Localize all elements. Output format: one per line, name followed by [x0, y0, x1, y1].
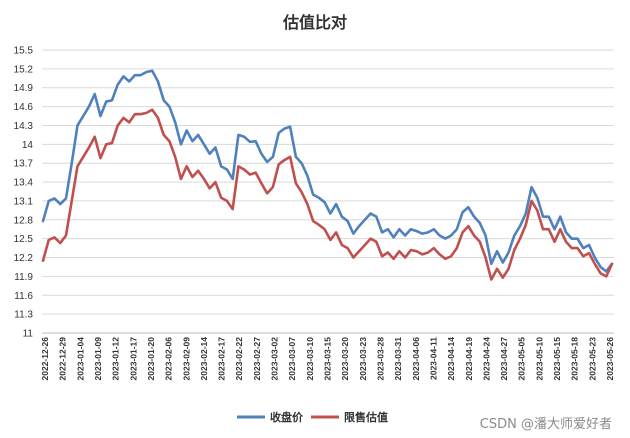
x-tick-label: 2023-02-22	[234, 337, 244, 381]
x-tick-label: 2023-02-17	[217, 337, 227, 381]
x-tick-label: 2023-04-11	[428, 337, 438, 380]
x-tick-label: 2023-01-09	[93, 337, 103, 381]
y-tick-label: 11.3	[14, 310, 33, 321]
y-tick-label: 14.3	[14, 121, 34, 132]
x-tick-label: 2023-03-02	[270, 337, 280, 381]
x-tick-label: 2023-02-14	[199, 337, 209, 381]
x-tick-label: 2023-05-18	[570, 337, 580, 381]
series-lines	[41, 69, 614, 281]
gridlines	[42, 49, 614, 334]
y-tick-label: 14	[22, 140, 34, 151]
x-tick-label: 2023-03-10	[305, 337, 315, 381]
y-tick-label: 13.7	[14, 159, 34, 170]
y-tick-label: 13.4	[14, 178, 34, 189]
y-tick-label: 15.2	[14, 64, 34, 75]
x-tick-label: 2023-01-04	[75, 337, 85, 381]
x-tick-label: 2023-01-20	[146, 337, 156, 381]
y-axis-ticks: 15.5 15.2 14.9 14.6 14.3 14 13.7 13.4 13.1 12.8 12…	[14, 46, 34, 340]
x-tick-label: 2023-03-28	[375, 337, 385, 381]
legend-label-close-price: 收盘价	[270, 410, 304, 424]
series-line-restricted-valuation	[41, 108, 614, 281]
x-tick-label: 2023-04-06	[411, 337, 421, 381]
x-tick-label: 2023-04-24	[481, 337, 491, 381]
y-tick-label: 11	[23, 329, 34, 340]
x-tick-label: 2023-01-17	[128, 337, 138, 381]
x-tick-label: 2023-05-23	[587, 337, 597, 381]
y-tick-label: 12.8	[14, 215, 34, 226]
x-tick-label: 2023-05-26	[605, 337, 615, 381]
x-tick-label: 2022-12-26	[40, 337, 50, 381]
chart-title: 估值比对	[282, 13, 347, 32]
x-tick-label: 2023-03-31	[393, 337, 403, 381]
x-tick-label: 2023-02-09	[181, 337, 191, 381]
x-tick-label: 2023-03-15	[323, 337, 333, 381]
x-tick-label: 2022-12-29	[58, 337, 68, 381]
x-axis-ticks: 2022-12-26 2022-12-29 2023-01-04 2023-01-09…	[40, 337, 615, 381]
legend: 收盘价 限售估值	[237, 410, 388, 424]
x-tick-label: 2023-04-27	[499, 337, 509, 381]
x-tick-label: 2023-03-07	[287, 337, 297, 381]
y-tick-label: 13.1	[14, 196, 34, 207]
watermark: CSDN @潘大师爱好者	[480, 417, 612, 432]
legend-label-restricted-valuation: 限售估值	[344, 410, 388, 424]
x-tick-label: 2023-05-05	[517, 337, 527, 381]
x-tick-label: 2023-02-06	[164, 337, 174, 381]
y-tick-label: 14.9	[14, 83, 34, 94]
x-tick-label: 2023-05-10	[534, 337, 544, 381]
x-tick-label: 2023-03-23	[358, 337, 368, 381]
y-tick-label: 15.5	[14, 46, 34, 57]
x-tick-label: 2023-03-20	[340, 337, 350, 381]
x-tick-label: 2023-02-27	[252, 337, 262, 381]
x-tick-label: 2023-01-12	[111, 337, 121, 381]
y-tick-label: 12.5	[14, 234, 34, 245]
x-tick-label: 2023-04-19	[464, 337, 474, 381]
y-tick-label: 11.9	[14, 272, 33, 283]
y-tick-label: 14.6	[14, 102, 34, 113]
y-tick-label: 12.2	[14, 253, 34, 264]
y-tick-label: 11.6	[14, 291, 33, 302]
x-tick-label: 2023-05-15	[552, 337, 562, 381]
x-tick-label: 2023-04-14	[446, 337, 456, 381]
series-line-close-price	[41, 69, 614, 273]
